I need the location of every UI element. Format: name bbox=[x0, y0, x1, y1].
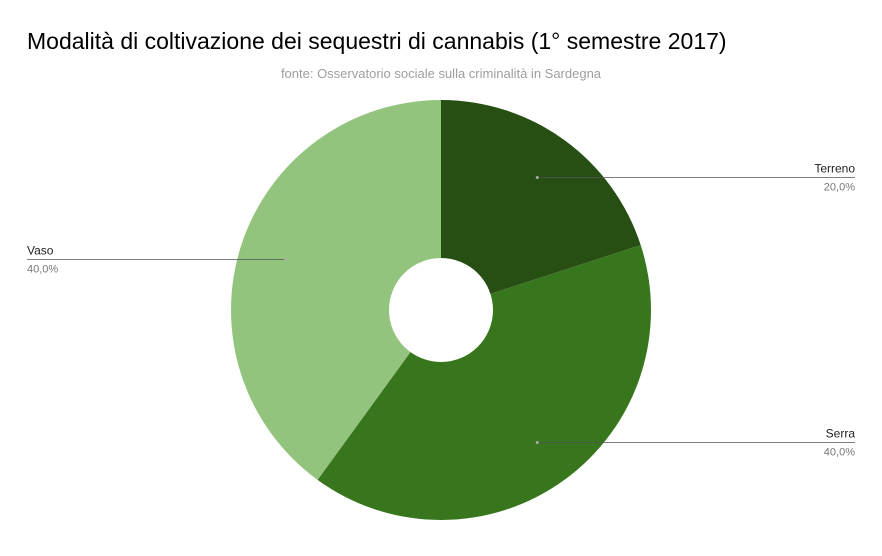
slice-labels: Terreno 20,0% Serra 40,0% Vaso 40,0% bbox=[27, 161, 856, 459]
chart-title: Modalità di coltivazione dei sequestri d… bbox=[27, 28, 727, 54]
chart-subtitle: fonte: Osservatorio sociale sulla crimin… bbox=[280, 66, 602, 81]
pie-slices bbox=[231, 100, 652, 520]
slice-label-terreno: Terreno bbox=[814, 161, 855, 175]
leader-dot-serra bbox=[535, 441, 539, 445]
slice-value-vaso: 40,0% bbox=[27, 263, 58, 275]
leader-dot-vaso bbox=[283, 257, 287, 261]
slice-value-terreno: 20,0% bbox=[824, 181, 855, 193]
donut-hole bbox=[389, 258, 493, 362]
pie-slice-terreno bbox=[441, 100, 641, 310]
slice-label-serra: Serra bbox=[826, 427, 856, 441]
pie-slice-serra bbox=[317, 245, 652, 520]
leader-dot-terreno bbox=[535, 175, 539, 179]
pie-slice-vaso bbox=[231, 100, 441, 480]
slice-label-vaso: Vaso bbox=[27, 243, 54, 257]
slice-value-serra: 40,0% bbox=[824, 447, 855, 459]
